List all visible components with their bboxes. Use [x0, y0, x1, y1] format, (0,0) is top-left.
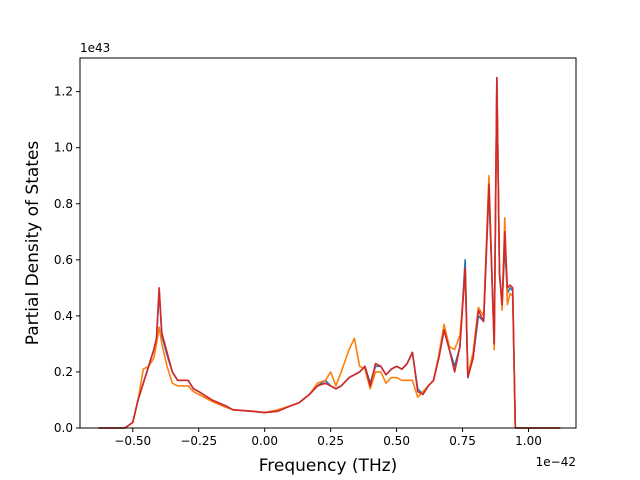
x-tick-label: −0.25 [180, 434, 217, 448]
y-tick-label: 0.0 [54, 421, 73, 435]
series-line-3 [98, 76, 561, 429]
plot-frame [79, 57, 577, 429]
y-axis-label: Partial Density of States [23, 141, 43, 346]
x-tick-label: 0.00 [251, 434, 278, 448]
y-axis: 0.0 0.2 0.4 0.6 0.8 1.0 1.2 [54, 85, 80, 435]
x-offset-label: 1e−42 [536, 455, 576, 469]
x-tick-label: 0.75 [449, 434, 476, 448]
y-offset-label: 1e43 [80, 41, 110, 55]
x-tick-label: 0.50 [383, 434, 410, 448]
y-tick-label: 1.2 [54, 85, 73, 99]
y-tick-label: 0.8 [54, 197, 73, 211]
y-tick-label: 0.4 [54, 309, 73, 323]
x-tick-label: −0.50 [114, 434, 151, 448]
x-tick-label: 0.25 [317, 434, 344, 448]
x-axis: −0.50 −0.25 0.00 0.25 0.50 0.75 1.00 [114, 428, 542, 448]
x-tick-label: 1.00 [515, 434, 542, 448]
x-axis-label: Frequency (THz) [259, 456, 398, 476]
series-layer [98, 76, 561, 429]
y-tick-label: 0.6 [54, 253, 73, 267]
y-tick-label: 1.0 [54, 141, 73, 155]
y-tick-label: 0.2 [54, 365, 73, 379]
